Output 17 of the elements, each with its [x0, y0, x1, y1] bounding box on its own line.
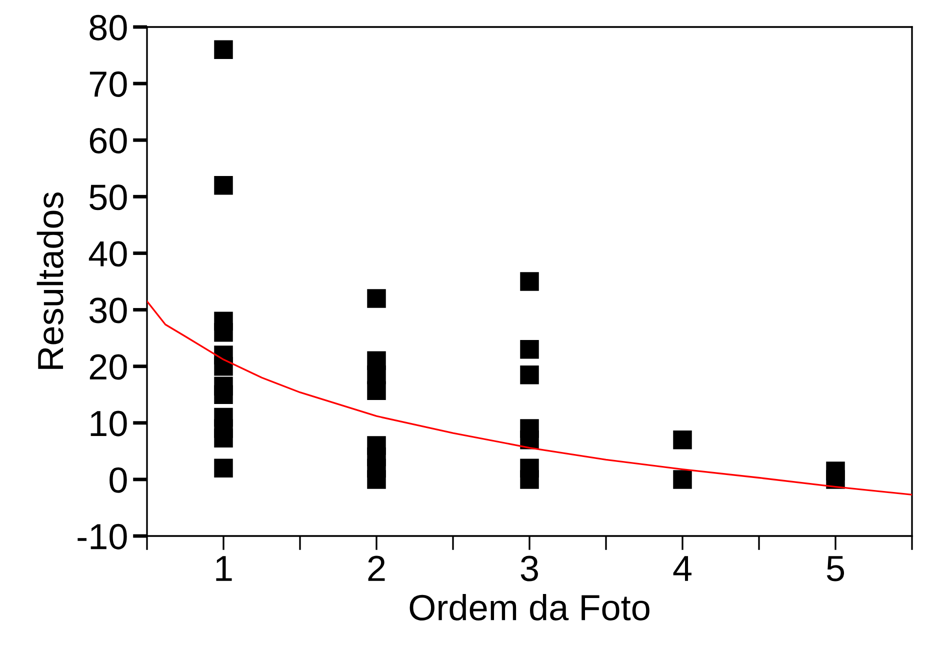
y-tick-label: 70 — [90, 71, 127, 97]
y-tick-label: 80 — [90, 14, 127, 40]
x-tick-label: 1 — [216, 556, 232, 581]
x-tick-label: 5 — [826, 556, 844, 582]
y-tick-label: 10 — [90, 410, 127, 436]
y-tick-label: 60 — [90, 128, 127, 154]
x-tick-label: 2 — [368, 556, 385, 581]
y-tick-label: 0 — [110, 467, 127, 493]
y-axis-title: Resultados — [36, 192, 64, 369]
x-axis-title: Ordem da Foto — [410, 594, 650, 620]
y-tick-label: -10 — [78, 524, 127, 550]
y-tick-label: 50 — [90, 184, 127, 210]
x-tick-label: 4 — [673, 556, 692, 581]
y-tick-label: 40 — [88, 241, 127, 267]
y-tick-label: 30 — [89, 298, 127, 324]
x-tick-label: 3 — [520, 556, 538, 582]
y-tick-label: 20 — [90, 354, 127, 380]
